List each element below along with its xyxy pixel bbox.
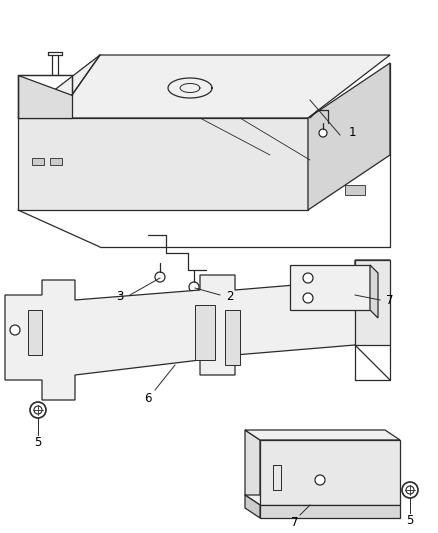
Circle shape: [10, 325, 20, 335]
Polygon shape: [28, 310, 42, 355]
Polygon shape: [50, 158, 62, 165]
Polygon shape: [245, 495, 400, 505]
Polygon shape: [5, 260, 390, 400]
Text: 5: 5: [406, 514, 413, 528]
Polygon shape: [18, 75, 72, 118]
Polygon shape: [18, 118, 308, 210]
Polygon shape: [18, 55, 390, 118]
Text: 2: 2: [226, 289, 234, 303]
Circle shape: [402, 482, 418, 498]
Polygon shape: [195, 305, 215, 360]
Text: 7: 7: [291, 515, 299, 529]
Polygon shape: [308, 63, 390, 210]
Polygon shape: [245, 495, 260, 518]
Polygon shape: [32, 158, 44, 165]
Circle shape: [30, 402, 46, 418]
Polygon shape: [290, 265, 370, 310]
Circle shape: [319, 129, 327, 137]
Polygon shape: [260, 440, 400, 505]
Circle shape: [155, 272, 165, 282]
Polygon shape: [370, 265, 378, 318]
Circle shape: [367, 303, 377, 313]
Circle shape: [303, 273, 313, 283]
Circle shape: [34, 406, 42, 414]
Polygon shape: [225, 310, 240, 365]
Polygon shape: [355, 260, 390, 345]
Text: 3: 3: [117, 289, 124, 303]
Text: 1: 1: [348, 125, 356, 139]
Text: 5: 5: [34, 437, 42, 449]
Polygon shape: [260, 505, 400, 518]
Circle shape: [189, 282, 199, 292]
Polygon shape: [245, 430, 260, 505]
Circle shape: [303, 293, 313, 303]
Text: 7: 7: [386, 294, 394, 306]
Polygon shape: [345, 185, 365, 195]
Text: 6: 6: [144, 392, 152, 405]
Circle shape: [315, 475, 325, 485]
Circle shape: [406, 486, 414, 494]
Polygon shape: [245, 430, 400, 440]
